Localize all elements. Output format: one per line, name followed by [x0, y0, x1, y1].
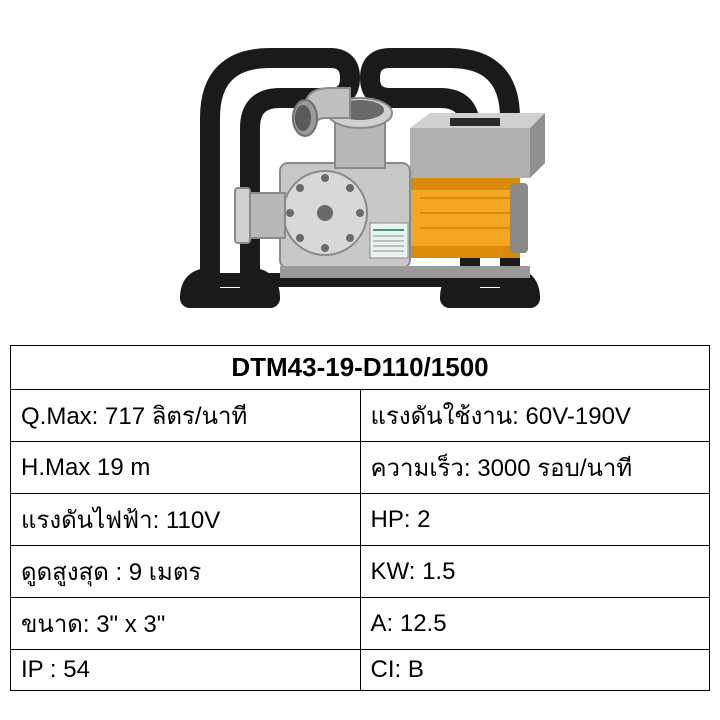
model-row: DTM43-19-D110/1500 — [11, 346, 710, 390]
spec-row: ขนาด: 3" x 3" A: 12.5 — [11, 598, 710, 650]
spec-cell-right: ความเร็ว: 3000 รอบ/นาที — [360, 442, 710, 494]
spec-cell-left: แรงดันไฟฟ้า: 110V — [11, 494, 361, 546]
spec-row: Q.Max: 717 ลิตร/นาที แรงดันใช้งาน: 60V-1… — [11, 390, 710, 442]
spec-cell-right: HP: 2 — [360, 494, 710, 546]
spec-row: แรงดันไฟฟ้า: 110V HP: 2 — [11, 494, 710, 546]
spec-row: H.Max 19 m ความเร็ว: 3000 รอบ/นาที — [11, 442, 710, 494]
spec-row: IP : 54 CI: B — [11, 650, 710, 691]
spec-row: ดูดสูงสุด : 9 เมตร KW: 1.5 — [11, 546, 710, 598]
spec-cell-left: Q.Max: 717 ลิตร/นาที — [11, 390, 361, 442]
spec-cell-right: แรงดันใช้งาน: 60V-190V — [360, 390, 710, 442]
pump-illustration — [150, 18, 570, 328]
spec-cell-right: A: 12.5 — [360, 598, 710, 650]
spec-cell-right: KW: 1.5 — [360, 546, 710, 598]
spec-table: DTM43-19-D110/1500 Q.Max: 717 ลิตร/นาที … — [10, 345, 710, 691]
spec-cell-left: ขนาด: 3" x 3" — [11, 598, 361, 650]
spec-cell-left: H.Max 19 m — [11, 442, 361, 494]
model-header: DTM43-19-D110/1500 — [11, 346, 710, 390]
spec-cell-left: ดูดสูงสุด : 9 เมตร — [11, 546, 361, 598]
spec-cell-left: IP : 54 — [11, 650, 361, 691]
spec-cell-right: CI: B — [360, 650, 710, 691]
product-image — [0, 0, 720, 345]
